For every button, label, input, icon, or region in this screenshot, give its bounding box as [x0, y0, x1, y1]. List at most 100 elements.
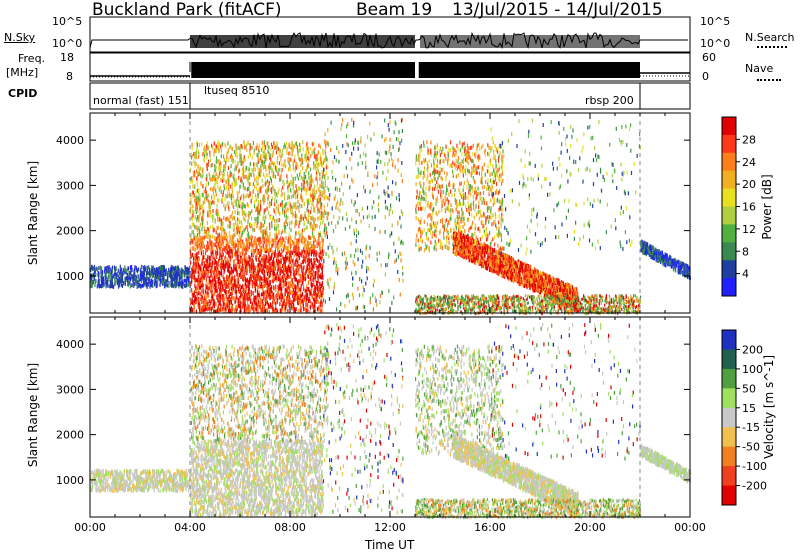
power-cell	[275, 306, 277, 311]
power-cell	[213, 200, 215, 205]
power-cell	[286, 247, 288, 252]
power-cell	[136, 278, 138, 283]
power-cell	[203, 261, 205, 266]
power-cell	[241, 293, 243, 297]
power-cell	[241, 264, 243, 269]
power-cell	[207, 293, 209, 298]
power-cell	[250, 199, 252, 204]
cpid-segment-ltuseq: ltuseq 8510	[204, 84, 269, 97]
power-cell	[289, 188, 292, 193]
power-cell	[321, 236, 323, 241]
power-cell	[318, 209, 320, 214]
power-cell	[234, 308, 236, 313]
power-cell	[314, 286, 316, 291]
power-cell	[235, 220, 237, 225]
power-cell	[274, 242, 276, 247]
power-cell	[154, 282, 156, 287]
power-cell	[254, 167, 256, 172]
power-cell	[281, 286, 283, 291]
power-cell	[259, 242, 261, 247]
power-cell	[302, 287, 305, 292]
power-cell	[307, 308, 309, 313]
power-cell	[132, 278, 134, 283]
power-cell	[228, 294, 230, 299]
power-cell	[233, 183, 235, 188]
power-cell	[100, 274, 102, 279]
power-cell	[127, 266, 129, 271]
power-cell	[316, 210, 319, 215]
power-cell	[217, 198, 219, 203]
power-cell	[196, 142, 198, 147]
power-cell	[282, 229, 284, 234]
power-cell	[302, 254, 304, 259]
power-cell	[319, 153, 321, 158]
power-cell	[216, 294, 218, 299]
power-cell	[283, 269, 285, 274]
power-cell	[240, 240, 242, 245]
power-cell	[310, 275, 312, 280]
power-cell	[267, 265, 269, 270]
power-cell	[231, 294, 233, 299]
power-cell	[200, 204, 202, 208]
power-cell	[246, 202, 248, 207]
power-cell	[204, 176, 206, 181]
power-cell	[257, 210, 259, 215]
power-cell	[284, 260, 286, 265]
power-cell	[303, 220, 305, 225]
power-cell	[251, 266, 253, 271]
power-cell	[287, 158, 289, 163]
power-cell	[313, 291, 315, 296]
power-cell	[296, 295, 298, 300]
power-cell	[114, 267, 116, 272]
power-cell	[308, 175, 310, 180]
power-cell	[290, 250, 292, 255]
power-cell	[210, 272, 213, 277]
power-cell	[254, 184, 256, 189]
power-cell	[298, 208, 300, 213]
power-cell	[313, 161, 315, 166]
power-cell	[201, 142, 203, 147]
power-cell	[192, 274, 194, 279]
power-cell	[262, 183, 264, 188]
power-cell	[262, 292, 264, 297]
power-cell	[282, 185, 284, 190]
power-cell	[236, 238, 238, 243]
power-cell	[138, 283, 140, 288]
power-cell	[252, 227, 254, 232]
power-cell	[301, 187, 303, 192]
power-cell	[221, 232, 223, 237]
power-cell	[289, 151, 291, 156]
power-cell	[198, 281, 200, 286]
power-cell	[124, 281, 126, 286]
power-cell	[237, 169, 240, 174]
power-cell	[208, 278, 210, 283]
power-cell	[301, 265, 303, 270]
power-cell	[205, 283, 207, 288]
power-cell	[207, 255, 209, 260]
power-cell	[286, 256, 288, 261]
power-cell	[275, 288, 277, 293]
power-cell	[161, 279, 163, 284]
power-cell	[285, 219, 287, 224]
power-cell	[161, 268, 163, 273]
power-cell	[257, 266, 260, 271]
power-cell	[308, 268, 310, 272]
power-cell	[212, 255, 214, 260]
power-cell	[301, 182, 303, 187]
power-cell	[305, 254, 308, 259]
power-cell	[285, 246, 287, 251]
power-cell	[98, 284, 100, 288]
power-cell	[94, 267, 97, 272]
power-cell	[239, 264, 241, 269]
power-cell	[196, 291, 198, 296]
power-cell	[218, 235, 220, 240]
power-cell	[299, 302, 301, 307]
power-cell	[297, 205, 299, 209]
power-cell	[276, 156, 279, 160]
power-cell	[243, 305, 245, 310]
power-cell	[224, 164, 226, 169]
power-cell	[252, 181, 254, 186]
power-cell	[212, 191, 214, 196]
power-cell	[172, 272, 175, 277]
power-cell	[295, 251, 297, 256]
